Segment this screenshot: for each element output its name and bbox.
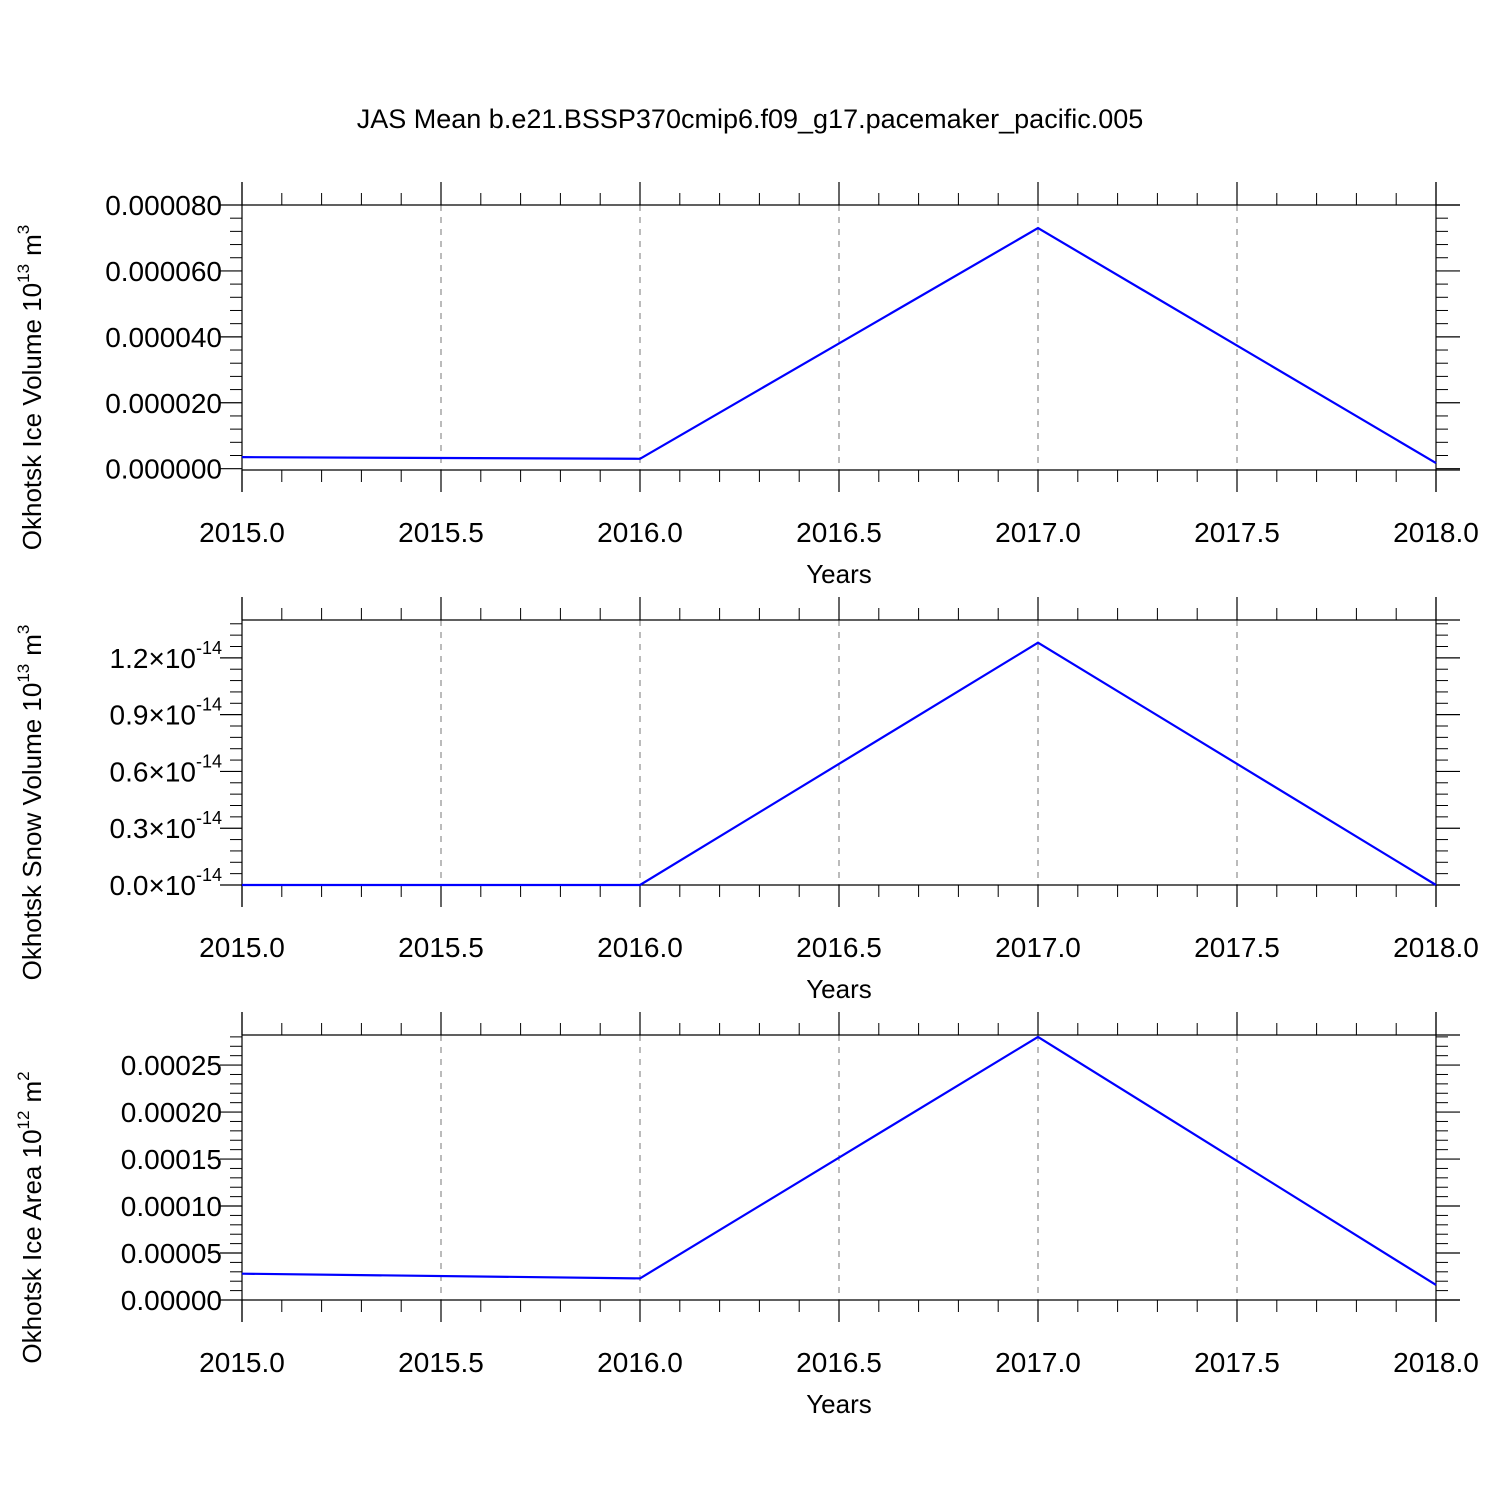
y-axis-label-unit-exponent: 3 bbox=[14, 225, 33, 234]
y-tick-exponent: -14 bbox=[196, 751, 222, 771]
chart-panel-2: 2015.0 2015.5 2016.0 2016.5 2017.0 2017.5 2018… bbox=[14, 597, 1479, 1004]
y-tick-label: 0.0×10-14 bbox=[110, 865, 222, 901]
x-axis-label: Years bbox=[806, 1389, 872, 1419]
x-axis-label: Years bbox=[806, 559, 872, 589]
y-tick-mantissa: 0.9 bbox=[110, 700, 149, 731]
y-tick-label: 0.000000 bbox=[105, 454, 222, 485]
y-axis-label-exponent: 13 bbox=[14, 664, 33, 683]
y-tick-mantissa: 0.3 bbox=[110, 813, 149, 844]
y-axis-label: Okhotsk Ice Volume 1013 m3 bbox=[14, 225, 47, 550]
x-tick-label: 2015.5 bbox=[398, 932, 484, 963]
chart-panel-1: 2015.0 2015.5 2016.0 2016.5 2017.0 2017.5 2018… bbox=[14, 182, 1479, 589]
y-tick-label: 0.3×10-14 bbox=[110, 808, 222, 844]
y-axis-label-text: Okhotsk Ice Area 10 bbox=[17, 1129, 47, 1363]
x-tick-label: 2015.0 bbox=[199, 1347, 285, 1378]
page-title: JAS Mean b.e21.BSSP370cmip6.f09_g17.pace… bbox=[356, 104, 1144, 134]
x-tick-label: 2017.5 bbox=[1194, 932, 1280, 963]
y-tick-exponent: -14 bbox=[196, 865, 222, 885]
x-tick-label: 2016.5 bbox=[796, 517, 882, 548]
y-axis-label-unit: m bbox=[17, 634, 47, 656]
y-tick-label: 1.2×10-14 bbox=[110, 638, 222, 674]
y-tick-label: 0.00005 bbox=[121, 1238, 222, 1269]
chart-panel-3: 2015.0 2015.5 2016.0 2016.5 2017.0 2017.5 2018… bbox=[14, 1012, 1479, 1419]
y-tick-exponent: -14 bbox=[196, 808, 222, 828]
y-tick-label: 0.6×10-14 bbox=[110, 751, 222, 787]
x-tick-label: 2016.5 bbox=[796, 1347, 882, 1378]
y-axis-label-exponent: 12 bbox=[14, 1111, 33, 1130]
x-tick-label: 2018.0 bbox=[1393, 517, 1479, 548]
y-axis-label-unit: m bbox=[17, 1081, 47, 1103]
y-tick-label: 0.00010 bbox=[121, 1191, 222, 1222]
x-tick-label: 2015.5 bbox=[398, 1347, 484, 1378]
x-tick-label: 2017.0 bbox=[995, 932, 1081, 963]
y-axis-label-unit-exponent: 3 bbox=[14, 625, 33, 634]
y-axis-label-unit: m bbox=[17, 234, 47, 256]
x-tick-label: 2018.0 bbox=[1393, 1347, 1479, 1378]
y-tick-mantissa: 0.6 bbox=[110, 756, 149, 787]
series-line bbox=[241, 1035, 1437, 1286]
x-tick-label: 2017.0 bbox=[995, 517, 1081, 548]
y-axis-label-text: Okhotsk Snow Volume 10 bbox=[17, 683, 47, 981]
y-tick-label: 0.000040 bbox=[105, 322, 222, 353]
y-axis-label-text: Okhotsk Ice Volume 10 bbox=[17, 283, 47, 550]
y-tick-label: 0.000080 bbox=[105, 190, 222, 221]
x-tick-label: 2017.5 bbox=[1194, 1347, 1280, 1378]
x-tick-label: 2016.0 bbox=[597, 517, 683, 548]
y-axis-label: Okhotsk Ice Area 1012 m2 bbox=[14, 1071, 47, 1363]
y-tick-label: 0.00025 bbox=[121, 1050, 222, 1081]
x-tick-label: 2015.5 bbox=[398, 517, 484, 548]
y-tick-mantissa: 1.2 bbox=[110, 643, 149, 674]
y-tick-times: ×10 bbox=[148, 700, 196, 731]
x-tick-label: 2016.0 bbox=[597, 1347, 683, 1378]
y-axis-label-unit-exponent: 2 bbox=[14, 1071, 33, 1080]
x-tick-label: 2017.5 bbox=[1194, 517, 1280, 548]
y-tick-label: 0.00015 bbox=[121, 1144, 222, 1175]
y-tick-label: 0.000060 bbox=[105, 256, 222, 287]
x-tick-label: 2017.0 bbox=[995, 1347, 1081, 1378]
y-tick-times: ×10 bbox=[148, 643, 196, 674]
y-tick-times: ×10 bbox=[148, 756, 196, 787]
x-tick-label: 2015.0 bbox=[199, 517, 285, 548]
series-line bbox=[241, 226, 1437, 465]
y-axis-label-exponent: 13 bbox=[14, 264, 33, 283]
y-tick-label: 0.00000 bbox=[121, 1285, 222, 1316]
y-tick-exponent: -14 bbox=[196, 695, 222, 715]
series-line bbox=[242, 641, 1437, 887]
x-axis-label: Years bbox=[806, 974, 872, 1004]
x-tick-label: 2016.5 bbox=[796, 932, 882, 963]
y-tick-label: 0.00020 bbox=[121, 1097, 222, 1128]
y-tick-mantissa: 0.0 bbox=[110, 870, 149, 901]
y-tick-times: ×10 bbox=[148, 870, 196, 901]
y-tick-exponent: -14 bbox=[196, 638, 222, 658]
y-tick-times: ×10 bbox=[148, 813, 196, 844]
y-tick-label: 0.000020 bbox=[105, 388, 222, 419]
x-tick-label: 2018.0 bbox=[1393, 932, 1479, 963]
y-axis-label: Okhotsk Snow Volume 1013 m3 bbox=[14, 625, 47, 981]
x-tick-label: 2015.0 bbox=[199, 932, 285, 963]
y-tick-label: 0.9×10-14 bbox=[110, 695, 222, 731]
x-tick-label: 2016.0 bbox=[597, 932, 683, 963]
